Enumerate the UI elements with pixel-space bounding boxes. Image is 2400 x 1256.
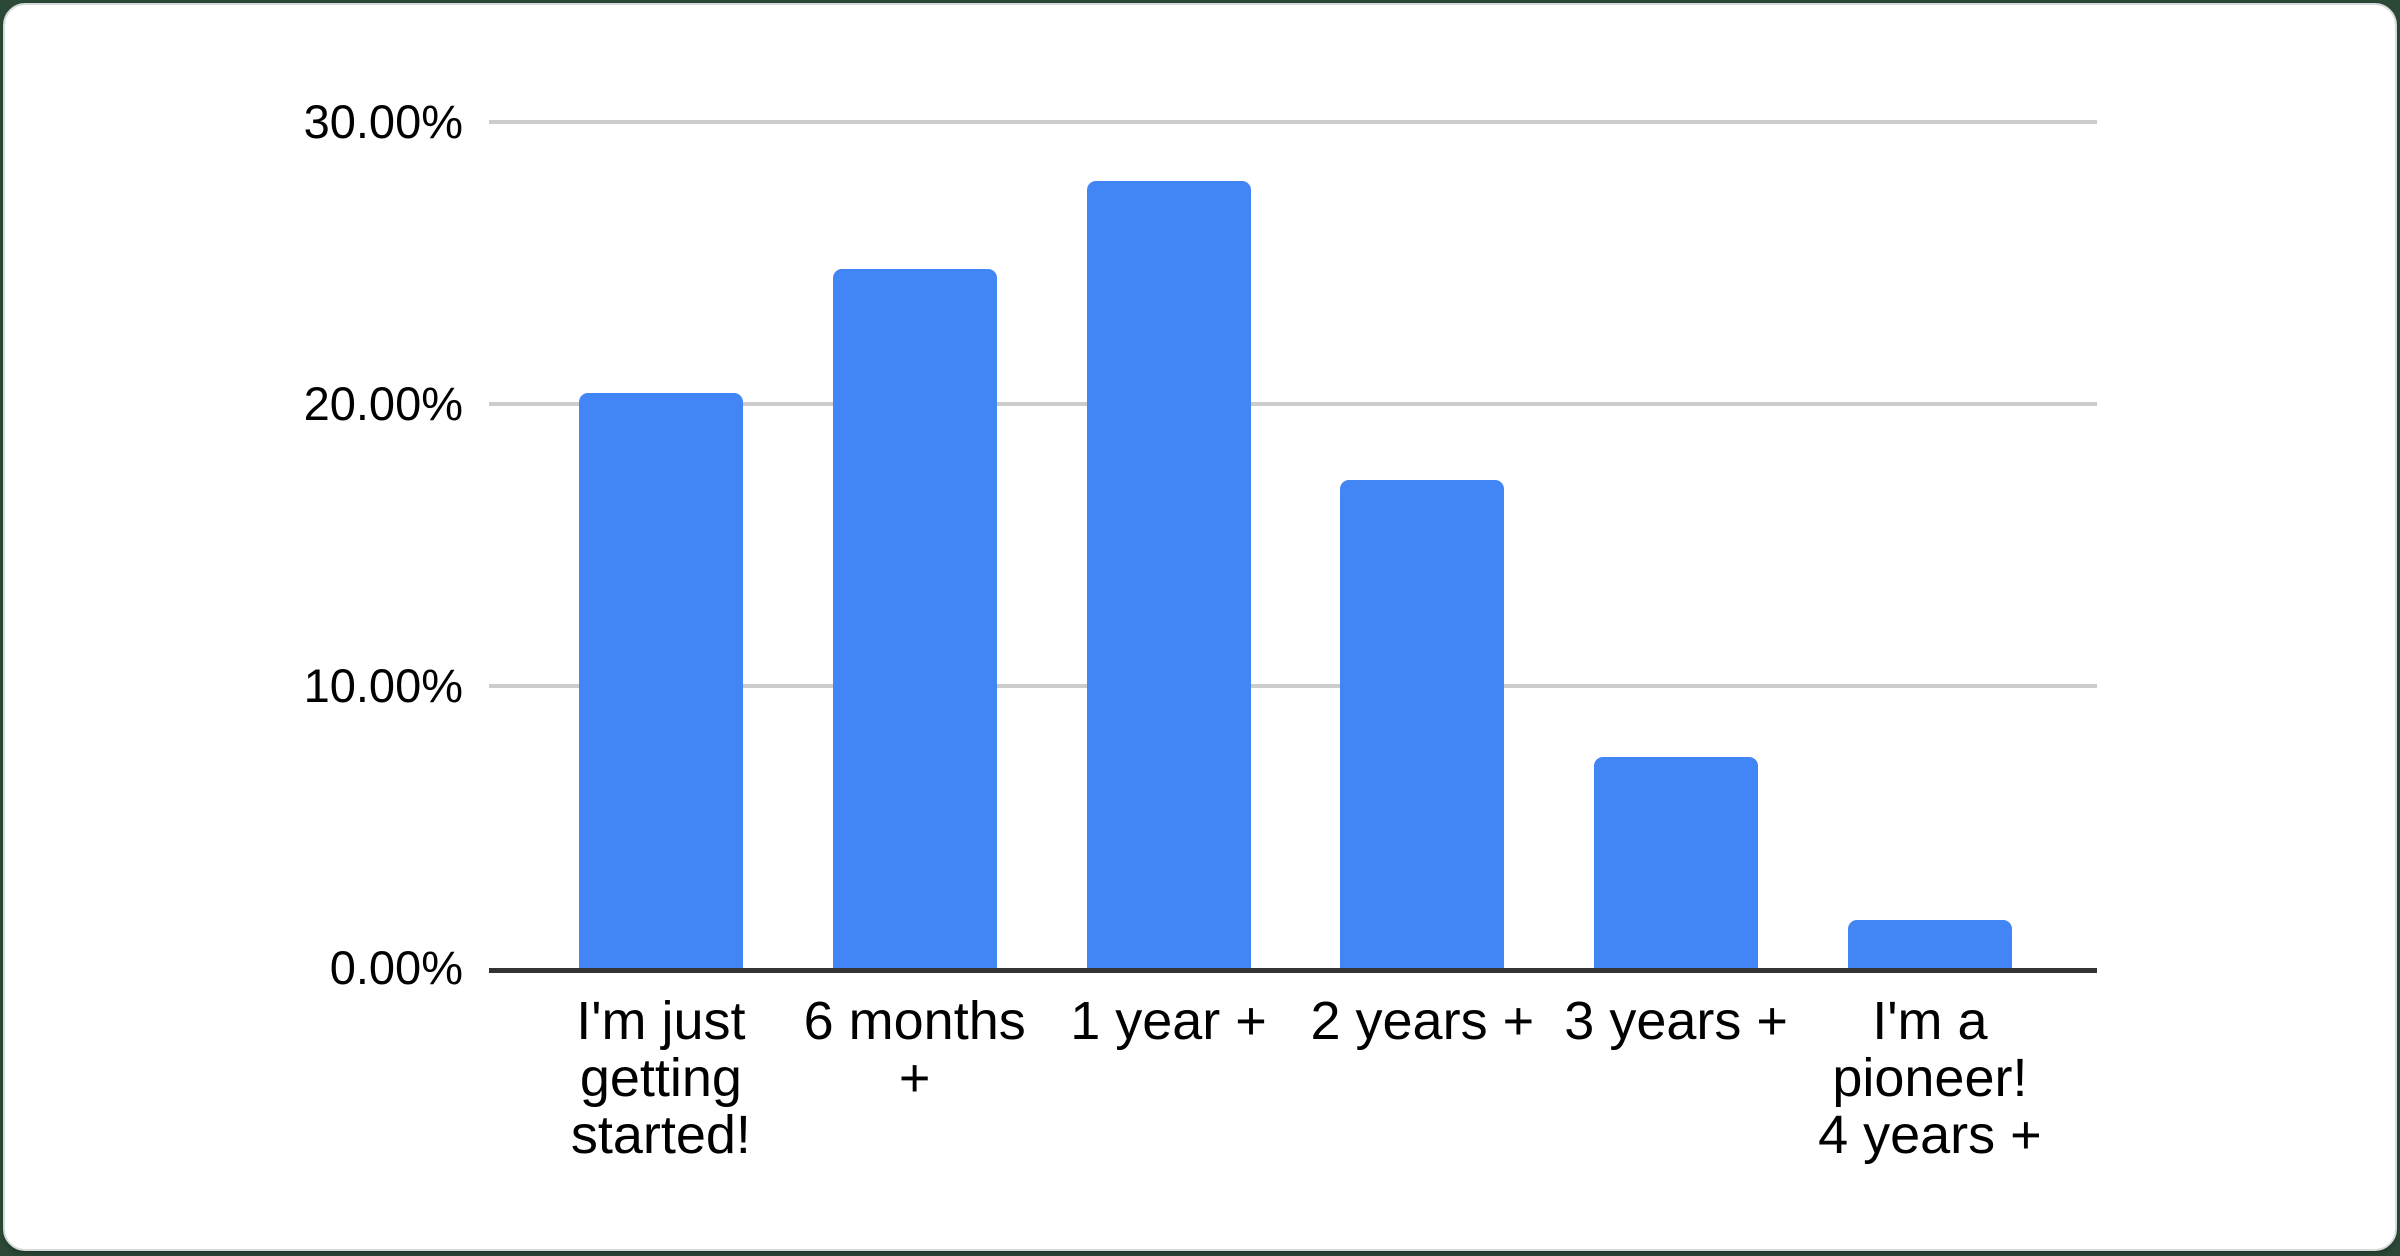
y-axis-tick-label: 30.00% — [303, 95, 463, 148]
y-axis-tick-label: 10.00% — [303, 659, 463, 712]
y-axis-tick-label: 0.00% — [329, 941, 463, 994]
x-axis-category-label: 6 months + — [803, 991, 1026, 1108]
bar — [1594, 756, 1759, 970]
bar — [1086, 181, 1251, 970]
y-gridline — [489, 402, 2097, 406]
y-axis-tick-label: 20.00% — [303, 377, 463, 430]
x-axis-category-label: 3 years + — [1564, 991, 1788, 1051]
x-axis-category-label: 2 years + — [1310, 991, 1535, 1051]
x-axis-category-label: I'm a pioneer! 4 years + — [1818, 991, 2042, 1165]
x-axis-category-label: 1 year + — [1070, 991, 1267, 1051]
bar — [832, 268, 997, 970]
x-axis-baseline — [489, 968, 2097, 973]
y-gridline — [489, 120, 2097, 124]
bar — [1847, 920, 2012, 970]
bar — [1340, 480, 1505, 970]
y-gridline — [489, 684, 2097, 688]
x-axis-category-label: I'm just getting started! — [570, 991, 751, 1165]
bar — [578, 392, 743, 970]
